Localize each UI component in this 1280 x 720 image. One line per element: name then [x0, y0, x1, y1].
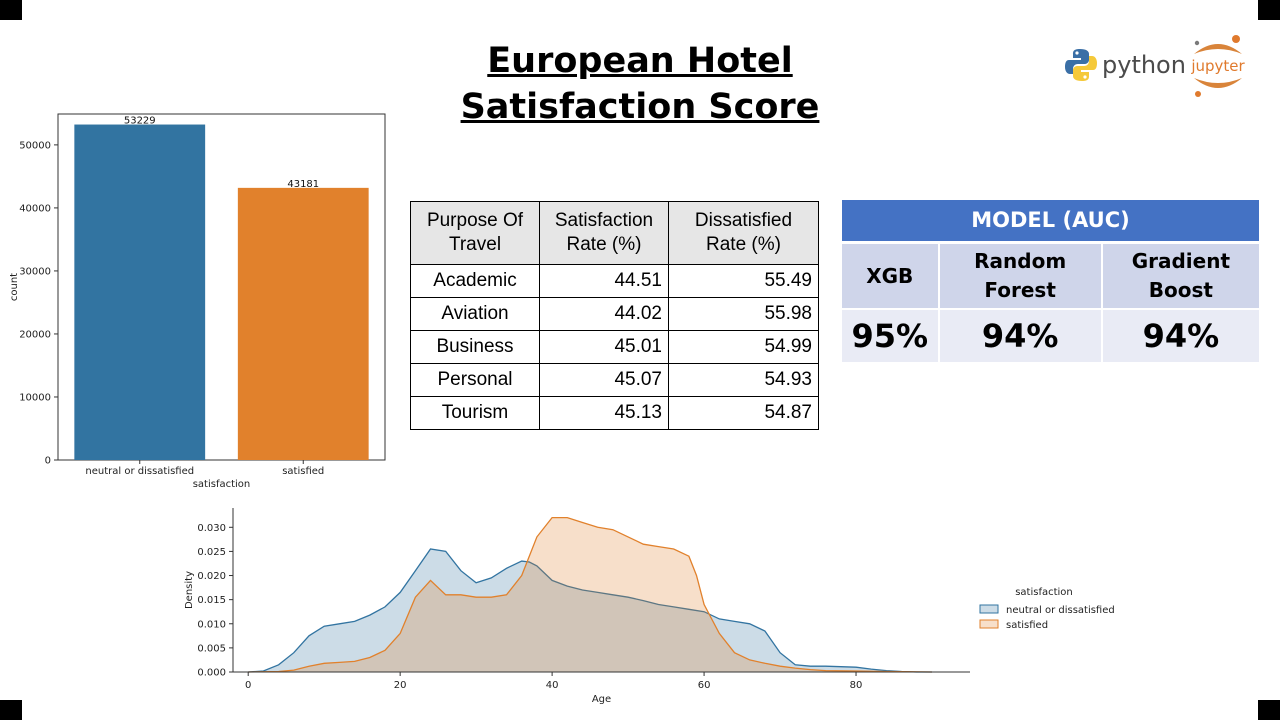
x-tick-label: 60: [698, 680, 711, 691]
header-satisfaction-rate: Satisfaction Rate (%): [539, 201, 669, 265]
header-purpose-line-2: Travel: [448, 234, 502, 255]
x-tick-label: 0: [245, 680, 251, 691]
table-header-row: Purpose Of Travel Satisfaction Rate (%) …: [410, 201, 819, 265]
bar: [74, 124, 206, 461]
dissatisfied-rate-cell: 54.99: [668, 330, 819, 364]
corner-mark-top-left: [0, 0, 22, 20]
header-dissatisfied-line-2: Rate (%): [706, 234, 781, 255]
header-satisfaction-line-1: Satisfaction: [554, 210, 654, 231]
bar-plot-frame: [57, 113, 386, 461]
corner-mark-bottom-right: [1258, 700, 1280, 720]
dissatisfied-rate-cell: 55.98: [668, 297, 819, 331]
y-tick-label: 0.005: [197, 643, 226, 654]
satisfaction-rate-cell: 44.02: [539, 297, 669, 331]
header-dissatisfied-rate: Dissatisfied Rate (%): [668, 201, 819, 265]
purpose-cell: Business: [410, 330, 540, 364]
model-name-rf-line-1: Random: [974, 249, 1067, 273]
jupyter-logo: jupyter: [1186, 32, 1250, 100]
y-tick-label: 0.010: [197, 619, 226, 630]
y-tick-label: 50000: [19, 140, 51, 151]
model-name-gb-line-2: Boost: [1148, 278, 1213, 302]
dissatisfied-rate-cell: 54.93: [668, 363, 819, 397]
model-name-row: XGB Random Forest Gradient Boost: [842, 244, 1259, 308]
auc-value-xgb: 95%: [842, 310, 940, 362]
satisfaction-count-bar-chart: 0 10000 20000 30000 40000 50000 53229 neutral o…: [9, 113, 386, 490]
bar-data-label: 43181: [287, 179, 319, 190]
purpose-cell: Aviation: [410, 297, 540, 331]
purpose-of-travel-table: Purpose Of Travel Satisfaction Rate (%) …: [410, 201, 819, 430]
table-row: Tourism 45.13 54.87: [410, 396, 819, 430]
header-satisfaction-line-2: Rate (%): [566, 234, 642, 255]
y-tick-label: 0.015: [197, 595, 226, 606]
satisfaction-rate-cell: 45.01: [539, 330, 669, 364]
y-tick-label: 30000: [19, 266, 51, 277]
x-tick-label: satisfied: [282, 466, 324, 477]
purpose-cell: Personal: [410, 363, 540, 397]
title-line-1: European Hotel: [487, 41, 793, 81]
model-name-random-forest: Random Forest: [939, 244, 1103, 308]
y-axis-label: Density: [184, 571, 195, 609]
satisfaction-rate-cell: 45.07: [539, 363, 669, 397]
legend-title: satisfaction: [1015, 587, 1073, 598]
x-axis-label: Age: [592, 694, 611, 705]
dissatisfied-rate-cell: 54.87: [668, 396, 819, 430]
page-title: European Hotel Satisfaction Score: [390, 38, 890, 130]
model-name-xgb-text: XGB: [866, 263, 914, 288]
legend-swatch: [979, 604, 999, 614]
jupyter-orbit-dot: [1232, 35, 1240, 43]
bar: [237, 187, 369, 460]
table-row: Aviation 44.02 55.98: [410, 297, 819, 331]
x-tick-label: 20: [394, 680, 407, 691]
y-tick-label: 0.030: [197, 523, 226, 534]
corner-mark-top-right: [1258, 0, 1280, 20]
bar-data-label: 53229: [124, 116, 156, 127]
x-tick-label: 80: [850, 680, 863, 691]
x-axis-label: satisfaction: [193, 479, 251, 490]
model-table-title: MODEL (AUC): [842, 200, 1259, 244]
legend-entry: satisfied: [1006, 620, 1048, 631]
purpose-cell: Tourism: [410, 396, 540, 430]
satisfaction-rate-cell: 45.13: [539, 396, 669, 430]
python-logo: python: [1064, 47, 1186, 83]
model-name-gradient-boost: Gradient Boost: [1102, 244, 1259, 308]
title-line-2: Satisfaction Score: [460, 87, 820, 127]
dissatisfied-rate-cell: 55.49: [668, 264, 819, 298]
model-name-xgb: XGB: [842, 244, 940, 308]
header-purpose: Purpose Of Travel: [410, 201, 540, 265]
table-row: Personal 45.07 54.93: [410, 363, 819, 397]
model-auc-row: 95% 94% 94%: [842, 308, 1259, 362]
y-tick-label: 10000: [19, 392, 51, 403]
y-tick-label: 0.000: [197, 668, 226, 679]
python-logo-text: python: [1102, 51, 1186, 79]
legend-swatch: [979, 619, 999, 629]
x-tick-label: 40: [546, 680, 559, 691]
density-line: [248, 516, 933, 673]
density-area: [248, 517, 933, 672]
corner-mark-bottom-left: [0, 700, 22, 720]
auc-value-random-forest: 94%: [939, 310, 1103, 362]
satisfaction-rate-cell: 44.51: [539, 264, 669, 298]
legend-entry: neutral or dissatisfied: [1006, 605, 1115, 616]
y-tick-label: 0.020: [197, 571, 226, 582]
y-tick-label: 0: [45, 456, 51, 467]
table-row: Academic 44.51 55.49: [410, 264, 819, 298]
table-row: Business 45.01 54.99: [410, 330, 819, 364]
model-name-rf-line-2: Forest: [984, 278, 1056, 302]
y-tick-label: 40000: [19, 203, 51, 214]
x-tick-label: neutral or dissatisfied: [85, 466, 194, 477]
python-snake-icon: [1065, 49, 1097, 81]
density-area: [248, 549, 933, 672]
purpose-cell: Academic: [410, 264, 540, 298]
y-axis-label: count: [9, 273, 20, 301]
jupyter-logo-text: jupyter: [1190, 57, 1245, 75]
header-dissatisfied-line-1: Dissatisfied: [694, 210, 793, 231]
y-tick-label: 20000: [19, 329, 51, 340]
density-line: [248, 548, 932, 673]
model-name-gb-line-1: Gradient: [1131, 249, 1231, 273]
age-density-chart: 0.000 0.005 0.010 0.015 0.020 0.025 0.030 0 20 40…: [184, 508, 1115, 705]
auc-value-gradient-boost: 94%: [1102, 310, 1259, 362]
header-purpose-line-1: Purpose Of: [426, 210, 524, 231]
y-tick-label: 0.025: [197, 547, 226, 558]
model-auc-table: MODEL (AUC) XGB Random Forest Gradient Boo…: [842, 200, 1259, 362]
